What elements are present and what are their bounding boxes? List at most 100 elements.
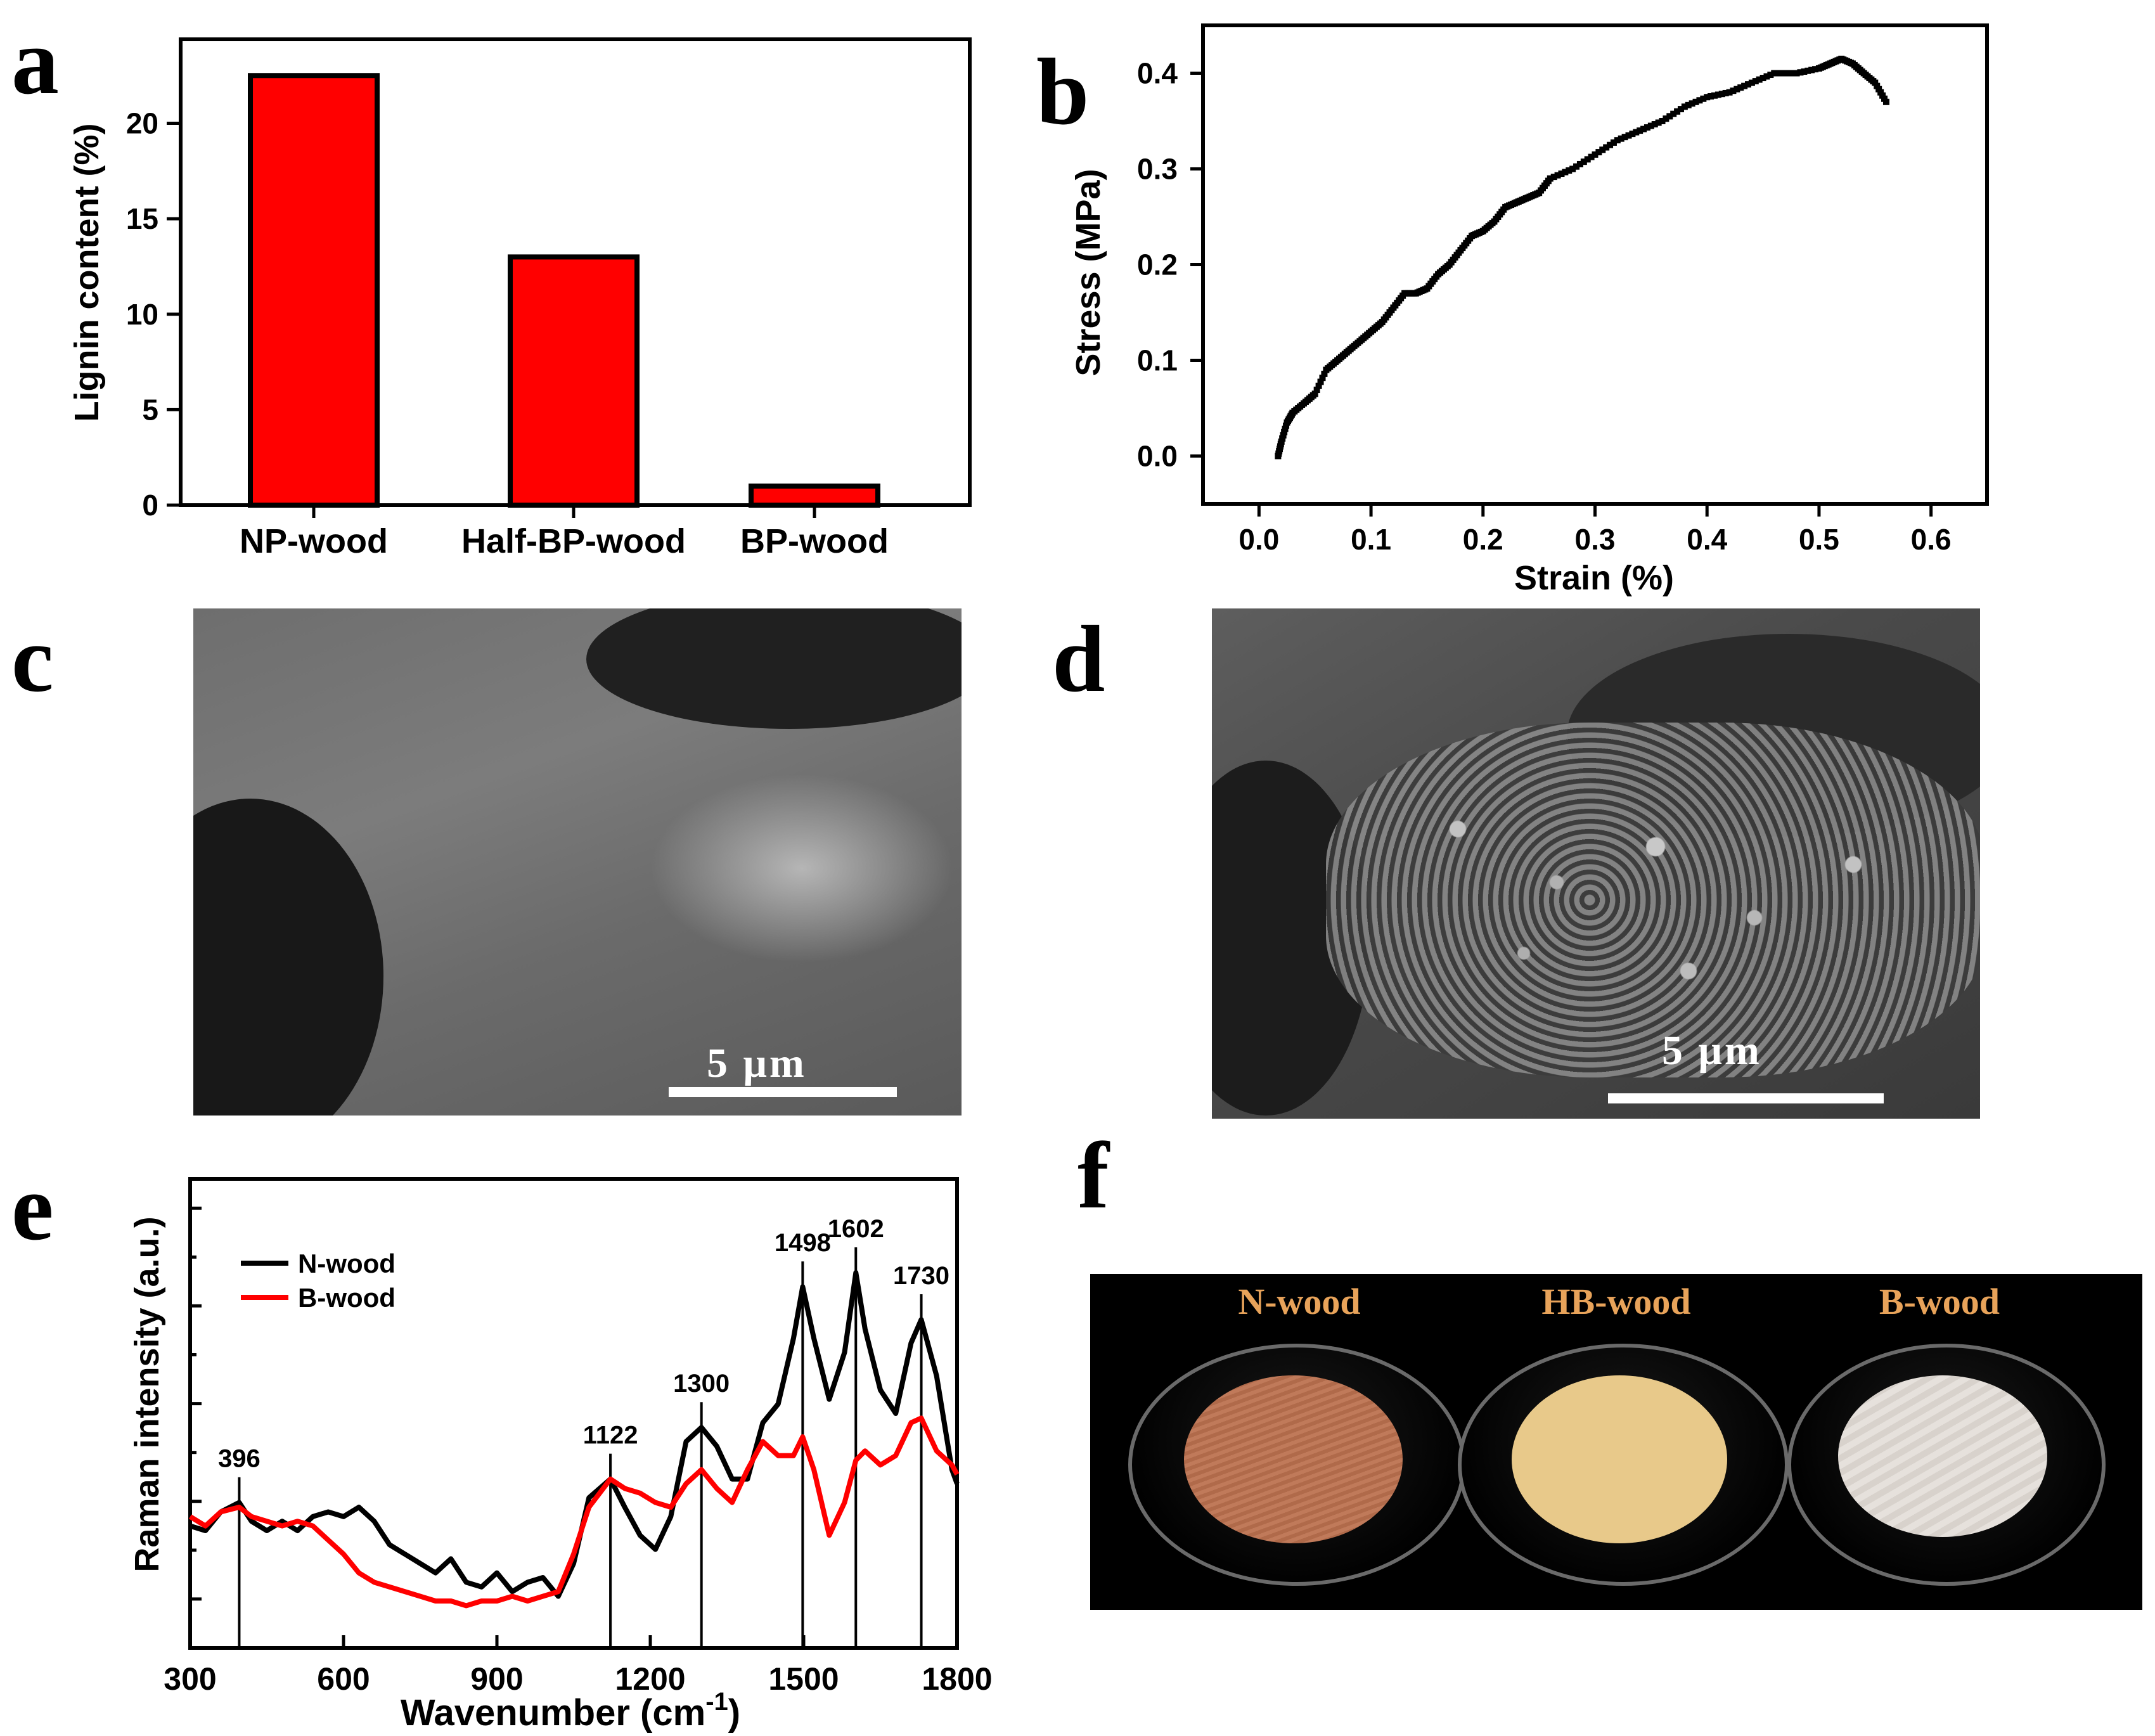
panel-label-f: f	[1078, 1123, 1109, 1228]
chart-e-xtick-label: 1800	[922, 1661, 992, 1697]
chart-e-xtick-label: 300	[164, 1661, 216, 1697]
sem-image-d: 5 μm	[1212, 608, 1980, 1119]
chart-b-point	[1640, 125, 1647, 132]
chart-b-xlabel: Strain (%)	[1514, 559, 1674, 597]
legend-label-b-wood: B-wood	[298, 1283, 396, 1313]
chart-b-point	[1315, 382, 1322, 389]
chart-b-point	[1875, 86, 1882, 93]
chart-b-point	[1313, 387, 1320, 394]
chart-e-xtick-label: 900	[470, 1661, 523, 1697]
chart-b-point	[1775, 70, 1782, 77]
chart-b-point	[1730, 87, 1737, 94]
chart-b-point	[1588, 153, 1595, 160]
sem-d-scale-bar	[1608, 1093, 1884, 1103]
sem-d-porous-network	[1326, 723, 1980, 1077]
chart-e-xlabel-sup: -1	[705, 1688, 728, 1716]
chart-b-point	[1618, 135, 1624, 142]
chart-b-point	[1633, 129, 1640, 136]
chart-b-point	[1566, 167, 1573, 174]
chart-b-point	[1610, 139, 1617, 146]
chart-b-point	[1547, 175, 1554, 182]
chart-b-point	[1280, 432, 1287, 439]
chart-e-raman: Raman intensity (a.u.) Wavenumber (cm-1)…	[128, 1177, 993, 1733]
chart-e-peak-label: 1498	[775, 1229, 831, 1257]
chart-b-point	[1812, 66, 1819, 73]
sem-d-scale-label: 5 μm	[1662, 1027, 1762, 1074]
chart-b-point	[1592, 151, 1599, 158]
chart-b-xtick-label: 0.5	[1799, 523, 1839, 556]
chart-e-xlabel-end: )	[728, 1692, 740, 1733]
chart-e-peak-label: 396	[218, 1445, 261, 1473]
chart-a-bar	[248, 73, 380, 508]
chart-b-point	[1700, 95, 1707, 102]
chart-e-series-line	[189, 1270, 960, 1599]
chart-b-point	[1644, 124, 1650, 131]
chart-e-xlabel: Wavenumber (cm-1)	[401, 1688, 740, 1733]
chart-b-point	[1550, 174, 1557, 181]
chart-b-point	[1670, 110, 1677, 117]
panel-label-d: d	[1052, 607, 1105, 712]
chart-b-point	[1677, 106, 1684, 113]
chart-b-point	[1562, 169, 1569, 176]
legend-label-n-wood: N-wood	[298, 1249, 396, 1278]
sem-c-dark-void-top	[586, 608, 962, 729]
chart-b-point	[1881, 95, 1888, 102]
chart-b-point	[1576, 160, 1583, 167]
chart-b-point	[1603, 144, 1610, 151]
chart-b-point	[1752, 78, 1759, 85]
chart-b-point	[1651, 121, 1658, 128]
chart-b-point	[1595, 149, 1602, 156]
chart-b-point	[1659, 118, 1666, 124]
chart-b-ytick-label: 0.2	[1137, 248, 1178, 281]
chart-b-point	[1681, 103, 1688, 110]
chart-b-point	[1877, 89, 1884, 96]
chart-b-point	[1554, 172, 1561, 179]
photo-label-n-wood: N-wood	[1238, 1281, 1361, 1322]
chart-b-ytick-label: 0.0	[1137, 440, 1178, 473]
chart-b-point	[1711, 92, 1718, 99]
chart-b-point	[1726, 89, 1733, 96]
chart-b-point	[1599, 146, 1606, 153]
chart-b-point	[1311, 390, 1318, 397]
chart-b-point	[1763, 73, 1770, 80]
sample-n-wood	[1184, 1375, 1403, 1543]
chart-b-point	[1714, 91, 1721, 98]
chart-a-ylabel: Lignin content (%)	[68, 124, 106, 422]
chart-b-point	[1621, 134, 1628, 141]
chart-b-point	[1278, 438, 1285, 445]
chart-e-peak-label: 1300	[673, 1370, 730, 1398]
chart-e-xtick-label: 1200	[615, 1661, 685, 1697]
chart-b-point	[1737, 84, 1744, 91]
sem-c-dark-void-left	[193, 799, 383, 1116]
chart-b-xtick-label: 0.6	[1911, 523, 1952, 556]
chart-b-point	[1317, 378, 1324, 385]
chart-a-ytick-label: 5	[142, 393, 158, 426]
panel-label-b: b	[1036, 39, 1090, 145]
chart-a-xtick-label: NP-wood	[240, 522, 388, 560]
chart-a-xtick-label: BP-wood	[740, 522, 889, 560]
chart-b-frame	[1201, 23, 1989, 506]
panel-label-a: a	[11, 9, 59, 114]
chart-a-ytick-label: 0	[142, 489, 158, 522]
chart-b-point	[1748, 79, 1755, 86]
chart-a-xtick-label: Half-BP-wood	[461, 522, 686, 560]
chart-e-ylabel: Raman intensity (a.u.)	[128, 1216, 166, 1572]
chart-b-point	[1745, 81, 1752, 88]
sample-hb-wood	[1512, 1375, 1727, 1543]
chart-e-series-line	[188, 1415, 960, 1609]
chart-b-point	[1779, 70, 1785, 77]
chart-b-point	[1580, 158, 1587, 165]
chart-e-xtick-label: 1500	[768, 1661, 839, 1697]
chart-b-point	[1319, 375, 1326, 382]
chart-b-point	[1685, 101, 1692, 108]
chart-b-point	[1874, 82, 1881, 89]
chart-b-xtick-label: 0.0	[1238, 523, 1279, 556]
chart-b-xtick-label: 0.3	[1575, 523, 1616, 556]
chart-b-point	[1708, 93, 1714, 100]
chart-b-xtick-label: 0.4	[1687, 523, 1727, 556]
chart-b-point	[1704, 94, 1711, 101]
chart-b-stress-strain: Stress (MPa) Strain (%) 0.00.10.20.30.4 …	[1069, 23, 1989, 597]
chart-b-point	[1808, 67, 1815, 74]
chart-b-point	[1771, 70, 1778, 77]
